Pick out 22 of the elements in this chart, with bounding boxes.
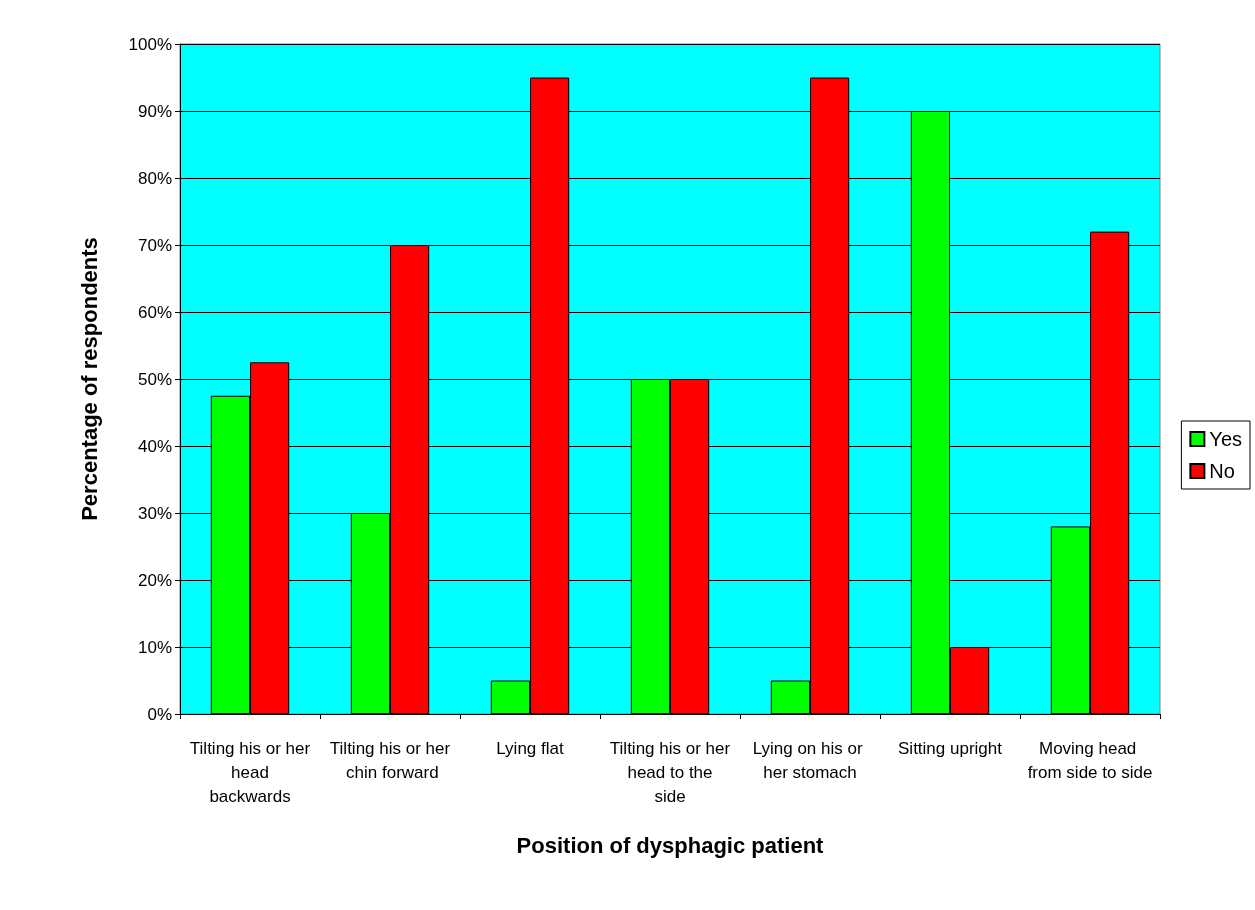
legend-label: No bbox=[1209, 460, 1235, 482]
y-tick-label: 80% bbox=[137, 168, 172, 188]
x-tick-label: Sitting upright bbox=[898, 738, 1003, 758]
x-tick-label: Lying on his or her stomach bbox=[752, 738, 868, 782]
y-tick-label: 30% bbox=[137, 503, 172, 523]
y-tick-label: 20% bbox=[137, 570, 172, 590]
y-tick-label: 0% bbox=[147, 704, 172, 724]
y-tick-label: 60% bbox=[137, 302, 172, 322]
y-tick-label: 100% bbox=[128, 34, 172, 54]
y-tick-label: 10% bbox=[137, 637, 172, 657]
y-tick-label: 40% bbox=[137, 436, 172, 456]
y-tick-label: 70% bbox=[137, 235, 172, 255]
legend-label: Yes bbox=[1209, 428, 1243, 450]
x-tick-label: Tilting his or her head to the side bbox=[609, 738, 731, 806]
x-axis-title: Position of dysphagic patient bbox=[516, 832, 825, 858]
y-axis-title: Percentage of respondents bbox=[76, 237, 102, 521]
y-tick-label: 90% bbox=[137, 101, 172, 121]
x-tick-label: Tilting his or her chin forward bbox=[329, 738, 451, 782]
x-tick-label: Moving head from side to side bbox=[1027, 738, 1153, 782]
x-tick-label: Tilting his or her head backwards bbox=[189, 738, 311, 806]
y-tick-label: 50% bbox=[137, 369, 172, 389]
x-tick-label: Lying flat bbox=[496, 738, 564, 758]
